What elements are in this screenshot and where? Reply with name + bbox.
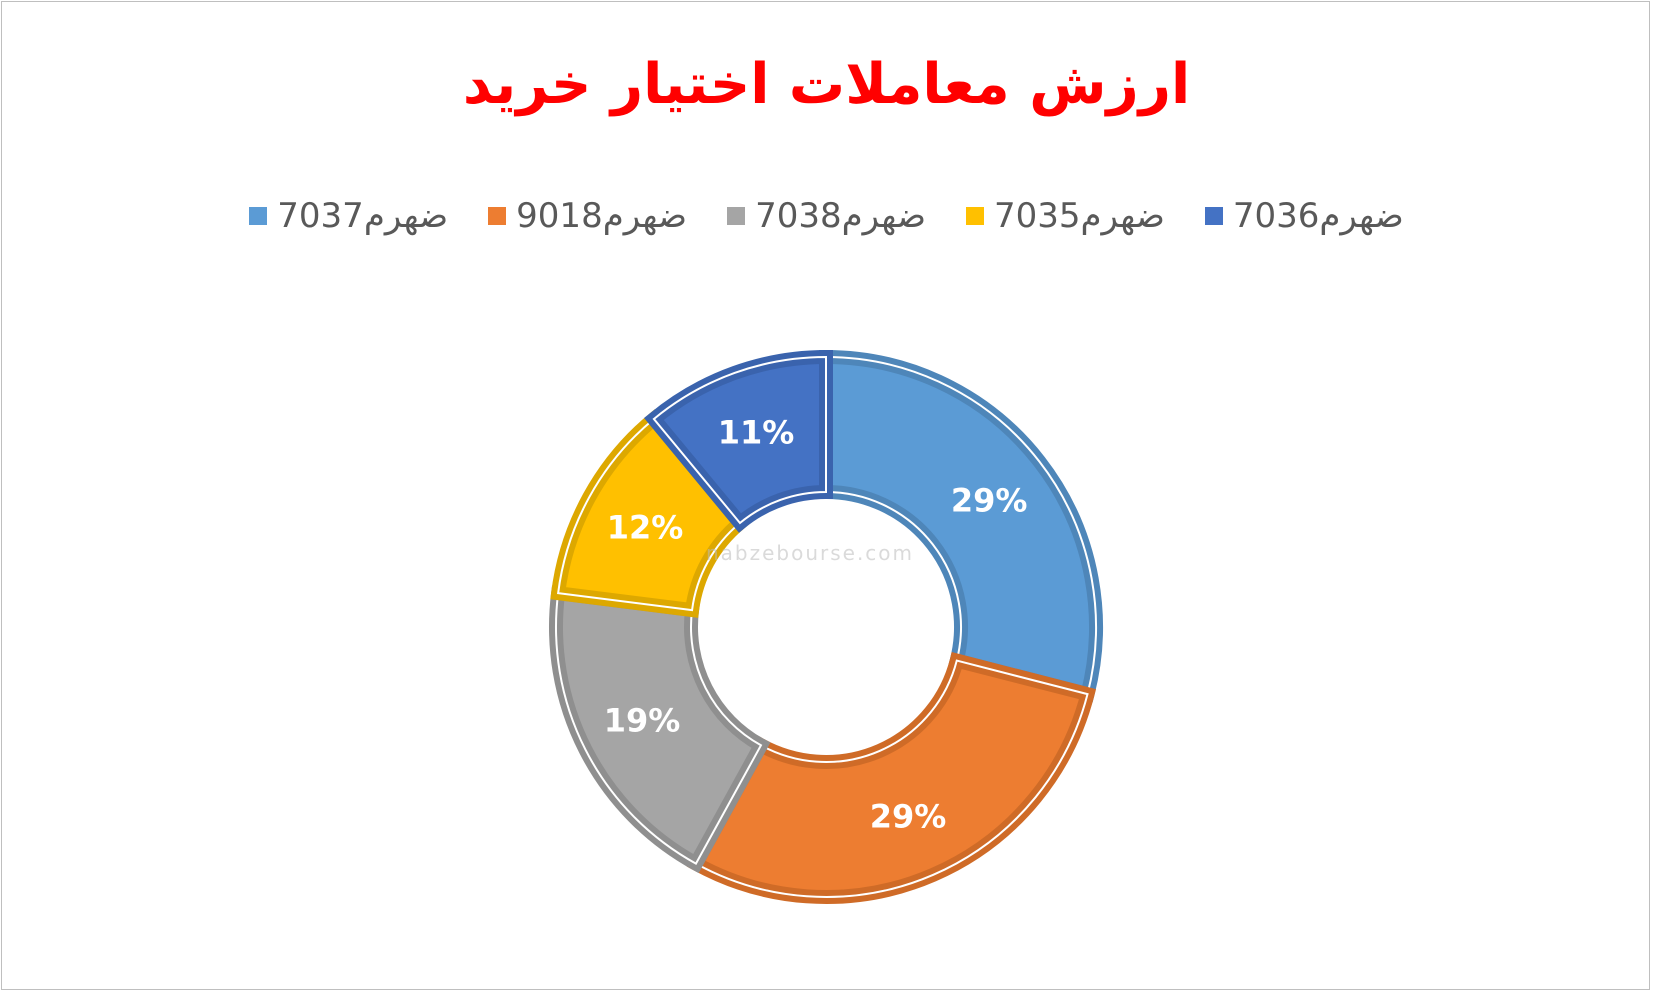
donut-slice xyxy=(686,652,1097,904)
legend-item: ضهرم9018 xyxy=(488,196,687,236)
chart-title: ارزش معاملات اختیار خرید xyxy=(462,52,1191,117)
legend-item: ضهرم7038 xyxy=(727,196,926,236)
donut-slices xyxy=(549,349,1104,904)
donut-labels: 29% 29% 19% 12% 11% xyxy=(604,414,1028,836)
legend-swatch xyxy=(1204,207,1223,225)
legend-swatch xyxy=(488,207,507,225)
legend-swatch xyxy=(727,207,746,225)
legend-label: ضهرم7037 xyxy=(277,196,449,236)
slice-label: 29% xyxy=(870,798,947,836)
slice-label: 29% xyxy=(951,481,1028,519)
chart-legend: ضهرم7036 ضهرم7035 ضهرم7038 ضهرم9018 ضهرم… xyxy=(0,196,1653,236)
legend-label: ضهرم9018 xyxy=(516,196,688,236)
donut-slice-edge xyxy=(825,355,1098,696)
donut-slice-edge xyxy=(555,592,763,865)
legend-item: ضهرم7037 xyxy=(249,196,448,236)
legend-label: ضهرم7035 xyxy=(993,196,1165,236)
legend-item: ضهرم7035 xyxy=(965,196,1165,236)
legend-swatch xyxy=(965,207,984,225)
slice-label: 12% xyxy=(607,509,684,547)
legend-swatch xyxy=(249,207,268,225)
watermark-url: nabzebourse.com xyxy=(706,541,914,565)
donut-slice-edge xyxy=(652,355,827,525)
legend-item: ضهرم7036 xyxy=(1204,196,1404,236)
slice-label: 11% xyxy=(718,414,795,452)
slice-label: 19% xyxy=(604,702,681,740)
donut-slice-edge xyxy=(694,659,1089,898)
legend-label: ضهرم7036 xyxy=(1232,196,1404,236)
watermark: nabzebourse.com xyxy=(706,541,914,565)
legend-label: ضهرم7038 xyxy=(755,196,926,236)
